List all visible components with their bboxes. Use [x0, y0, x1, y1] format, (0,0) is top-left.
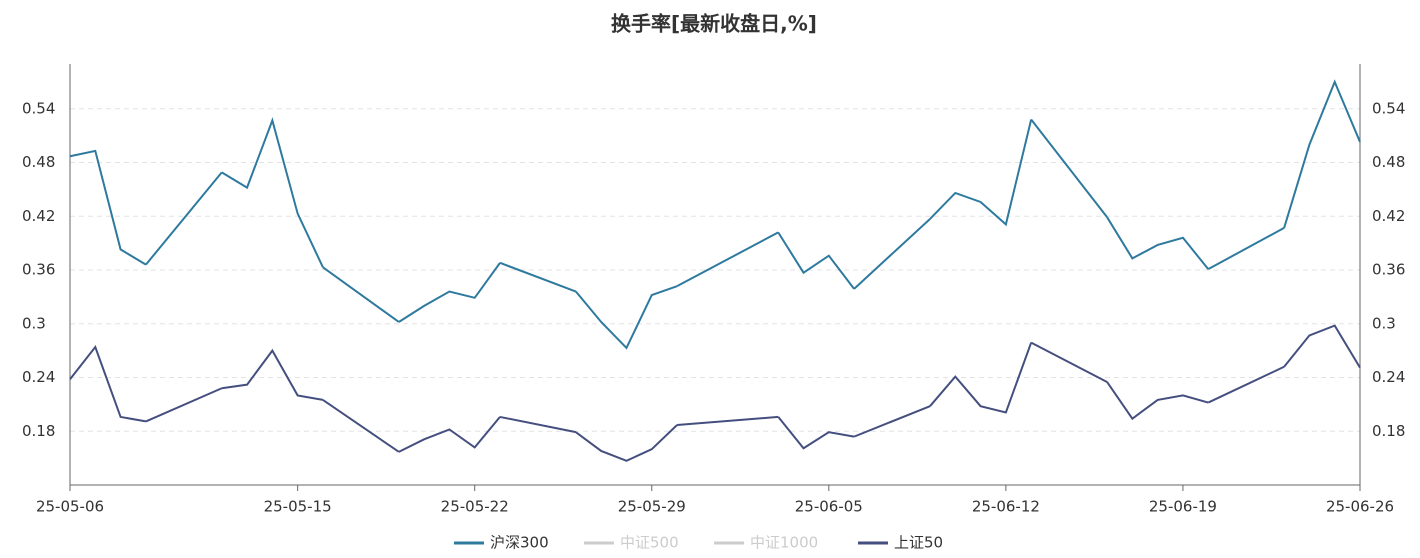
series-gap-bridge	[322, 399, 400, 453]
series-line	[1106, 381, 1209, 421]
series-line	[575, 285, 678, 350]
y2-tick-label: 0.54	[1372, 99, 1405, 117]
series-line	[1283, 79, 1361, 229]
y2-tick-label: 0.24	[1372, 368, 1405, 386]
y2-tick-label: 0.18	[1372, 422, 1405, 440]
y-tick-label: 0.48	[22, 153, 55, 171]
legend-label[interactable]: 上证50	[894, 534, 943, 552]
series-gap-bridge	[853, 405, 931, 438]
x-tick-label: 25-05-15	[264, 498, 332, 516]
y-tick-label: 0.18	[22, 422, 55, 440]
series-gap-bridge	[145, 387, 223, 423]
x-tick-label: 25-06-05	[795, 498, 863, 516]
series-line	[929, 119, 1033, 227]
series-gap-bridge	[1207, 227, 1285, 271]
series-gap-bridge	[1030, 118, 1108, 218]
y-tick-label: 0.3	[22, 314, 46, 332]
x-tick-label: 25-06-26	[1326, 498, 1394, 516]
series-line	[1106, 216, 1210, 270]
series-line	[777, 231, 855, 290]
series-gap-bridge	[676, 415, 779, 426]
series-line	[1283, 324, 1361, 369]
chart-title: 换手率[最新收盘日,%]	[611, 12, 817, 36]
series-gap-bridge	[145, 171, 223, 266]
legend-label[interactable]: 中证500	[620, 534, 679, 552]
y2-tick-label: 0.48	[1372, 153, 1405, 171]
series-line	[398, 262, 501, 323]
x-tick-label: 25-06-19	[1149, 498, 1217, 516]
series-line	[777, 416, 855, 450]
y2-tick-label: 0.36	[1372, 261, 1405, 279]
series-gap-bridge	[1207, 365, 1285, 404]
y-tick-label: 0.42	[22, 207, 55, 225]
x-tick-label: 25-05-29	[618, 498, 686, 516]
series-gap-bridge	[853, 218, 931, 290]
series-gap-bridge	[499, 415, 577, 434]
series-gap-bridge	[322, 266, 400, 323]
series-gap-bridge	[1030, 341, 1108, 383]
series-line	[221, 117, 324, 268]
series-gap-bridge	[676, 231, 779, 288]
y-tick-label: 0.24	[22, 368, 55, 386]
series-line	[575, 424, 678, 462]
series-line	[69, 345, 147, 423]
series-line	[221, 348, 324, 401]
y-tick-label: 0.54	[22, 99, 55, 117]
legend-label[interactable]: 中证1000	[750, 534, 818, 552]
y-tick-label: 0.36	[22, 261, 55, 279]
x-tick-label: 25-06-12	[972, 498, 1040, 516]
series-gap-bridge	[499, 261, 577, 293]
legend-label[interactable]: 沪深300	[490, 534, 549, 552]
series-line	[69, 149, 147, 266]
x-tick-label: 25-05-06	[36, 498, 104, 516]
series-line	[929, 342, 1033, 414]
series-line	[398, 416, 501, 453]
y2-tick-label: 0.42	[1372, 207, 1405, 225]
y2-tick-label: 0.3	[1372, 314, 1396, 332]
x-tick-label: 25-05-22	[441, 498, 509, 516]
